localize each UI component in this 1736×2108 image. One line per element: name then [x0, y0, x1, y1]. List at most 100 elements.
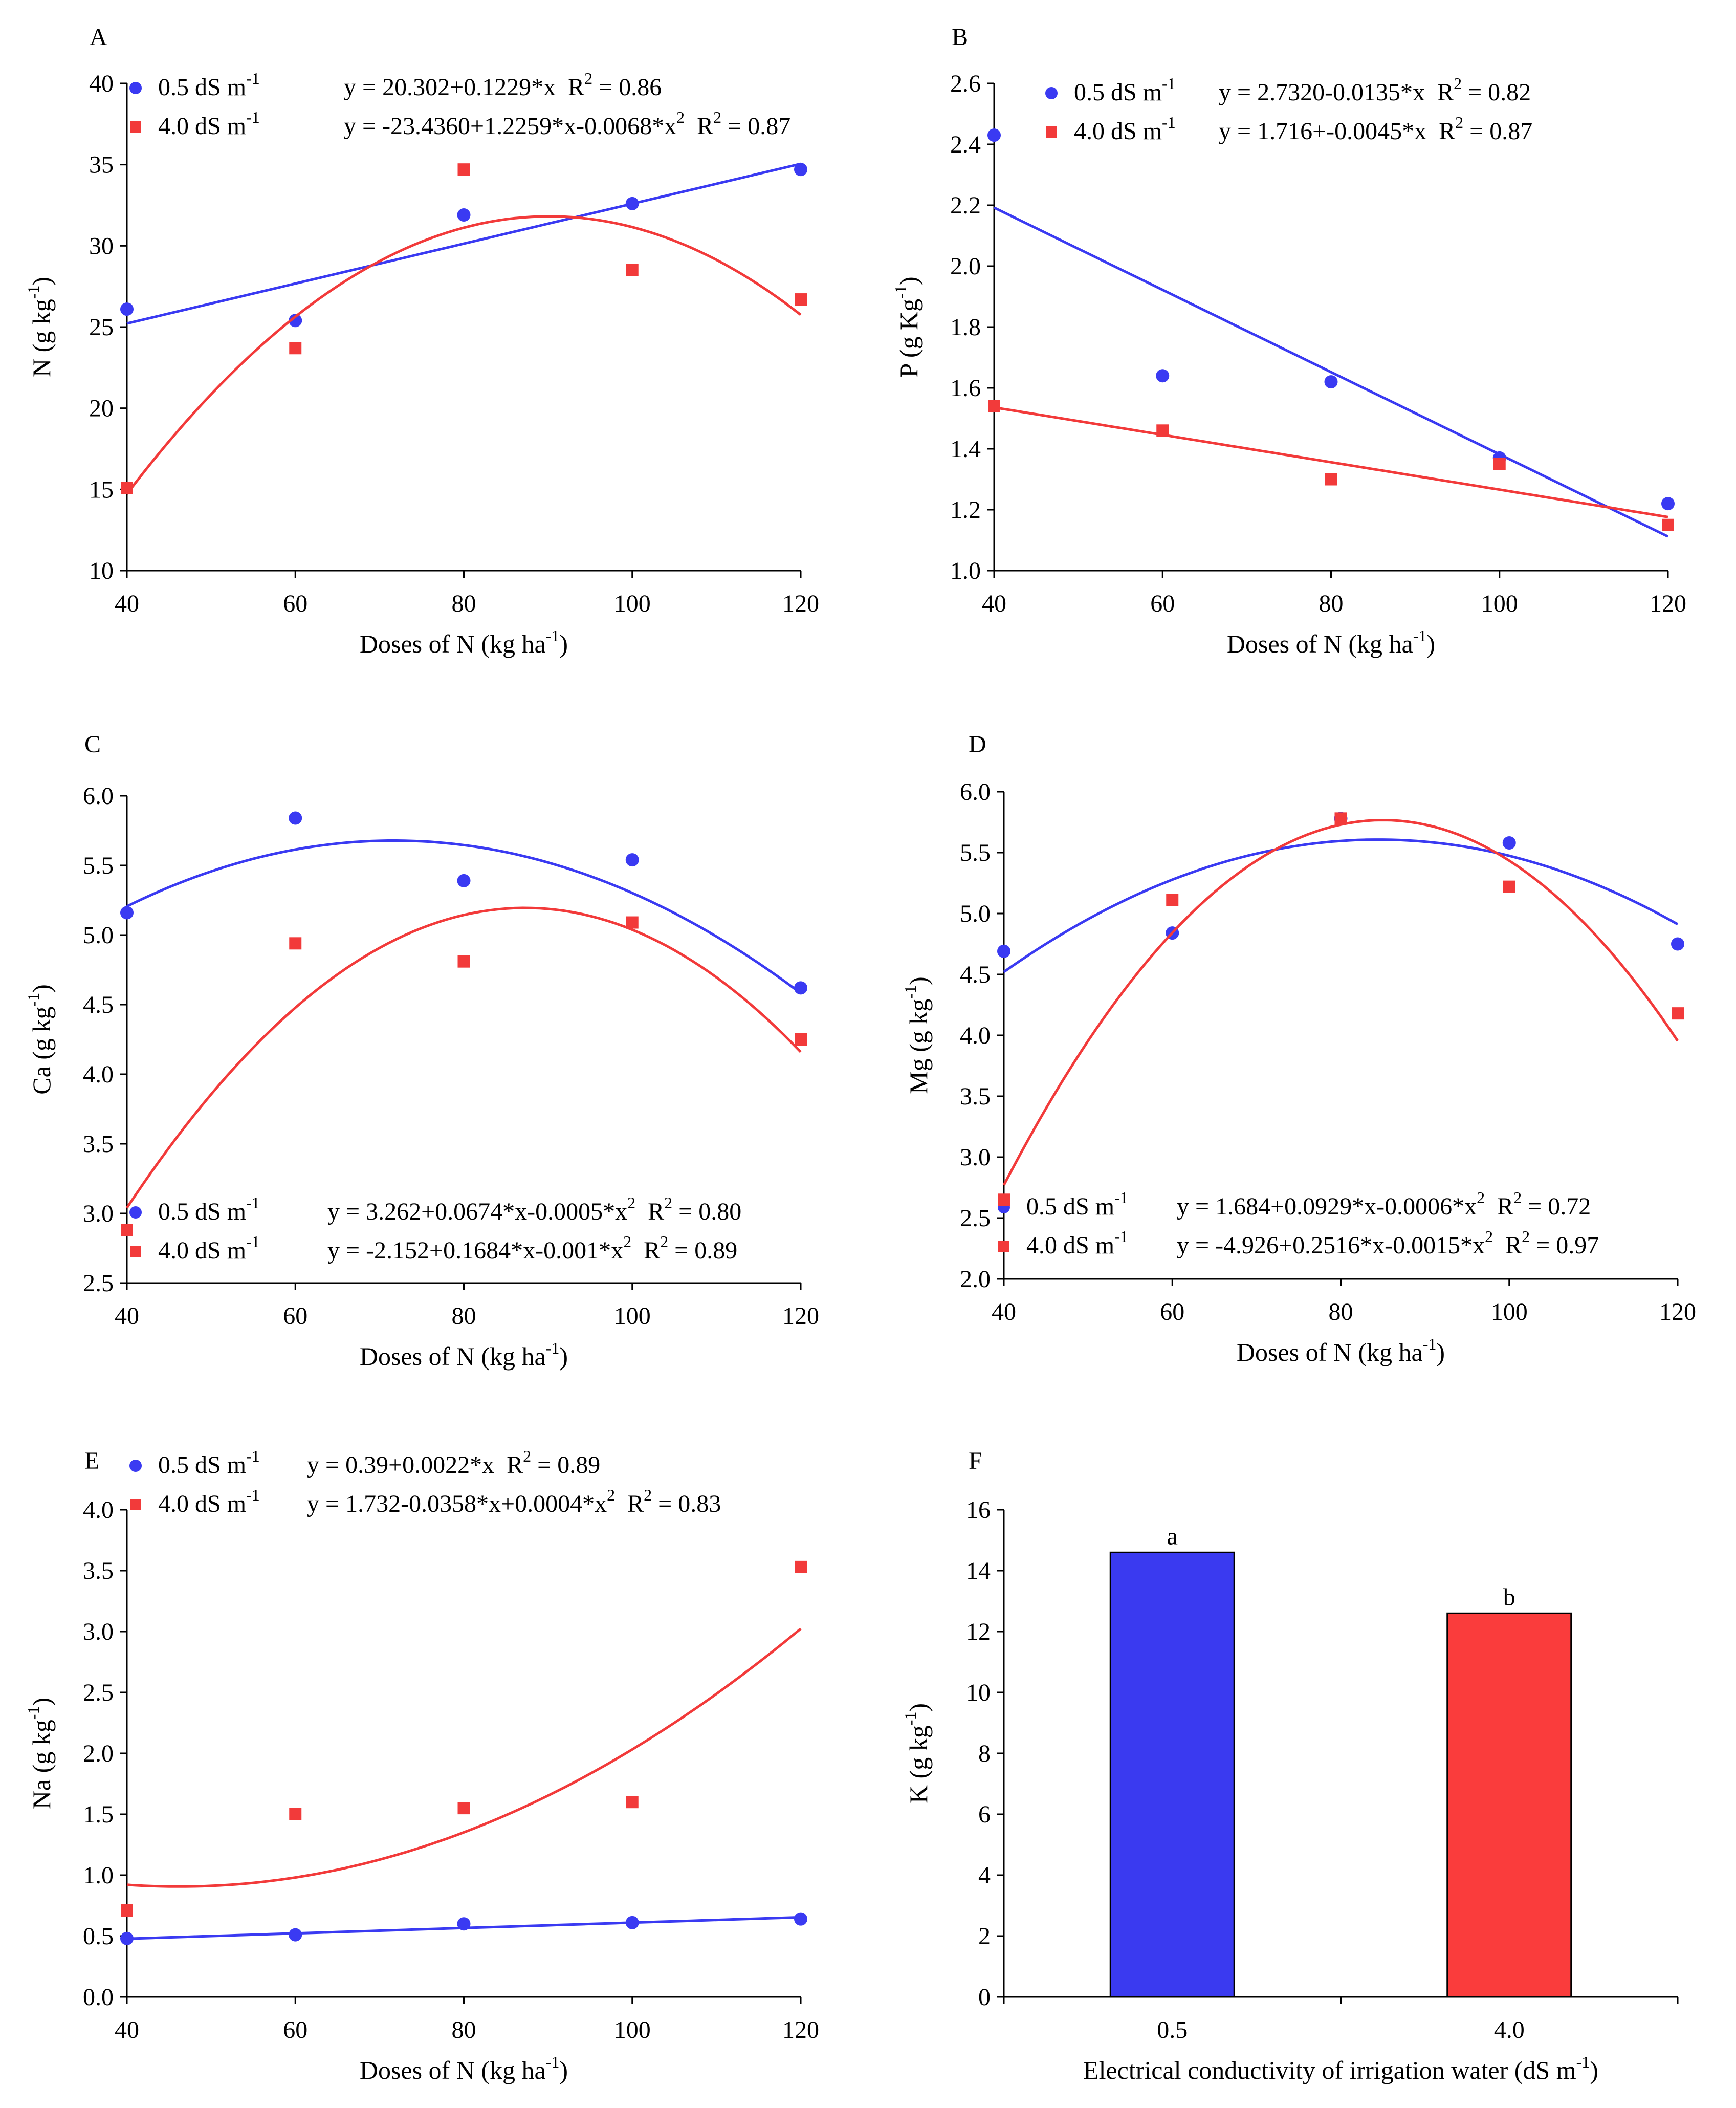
r2-exponent: 2 [1513, 1188, 1522, 1207]
label-part: 0.5 dS m [1026, 1193, 1114, 1220]
label-part: -1 [246, 108, 260, 126]
y-tick-label: 1.0 [83, 1862, 114, 1889]
y-tick-label: 0.0 [83, 1984, 114, 2011]
data-point [1156, 369, 1170, 383]
data-point [794, 163, 807, 177]
bar-letter: a [1167, 1523, 1178, 1550]
r2-value: = 0.72 [1522, 1193, 1591, 1220]
eq-space [685, 113, 697, 140]
label-part: -1 [546, 2053, 560, 2071]
label-part: -1 [24, 1706, 42, 1720]
data-point [794, 1912, 807, 1926]
x-tick-label: 60 [1160, 1298, 1184, 1325]
label-part: -1 [1576, 2053, 1590, 2071]
label-part: y = 0.39+0.0022*x [307, 1451, 494, 1479]
legend-equation: y = 2.7320-0.0135*x R2 = 0.82 [1219, 74, 1531, 106]
data-point [1661, 497, 1675, 511]
label-part: ) [904, 976, 933, 985]
data-point [289, 342, 302, 355]
eq-exponent: 2 [607, 1486, 615, 1504]
legend-marker [129, 82, 142, 94]
y-tick-label: 2.0 [960, 1266, 991, 1293]
label-part: R [568, 74, 584, 101]
label-part: R [627, 1490, 644, 1517]
data-point [625, 1916, 639, 1929]
x-tick-label: 40 [115, 590, 139, 617]
data-point [626, 916, 639, 929]
label-part: R [1437, 79, 1454, 106]
label-part: 4.0 dS m [1026, 1232, 1114, 1259]
r2-exponent: 2 [1454, 74, 1462, 93]
label-part: -1 [24, 993, 42, 1007]
y-tick-label: 14 [966, 1557, 991, 1584]
x-tick-label: 100 [614, 2016, 651, 2044]
label-part: ) [1590, 2056, 1598, 2084]
x-tick-label: 60 [283, 1302, 307, 1330]
panel-label: F [969, 1447, 982, 1474]
y-tick-label: 1.4 [950, 436, 981, 463]
legend-equation: y = 0.39+0.0022*x R2 = 0.89 [307, 1447, 600, 1479]
legend-name: 4.0 dS m-1 [1074, 113, 1176, 145]
y-tick-label: 2.0 [83, 1740, 114, 1767]
y-tick-label: 30 [89, 232, 114, 259]
data-point [1166, 894, 1179, 906]
legend-marker [1046, 126, 1057, 138]
x-tick-label: 0.5 [1157, 2016, 1188, 2044]
data-point [1324, 375, 1338, 389]
label-part: y = -2.152+0.1684*x-0.001*x [327, 1237, 623, 1264]
eq-space [1493, 1232, 1505, 1259]
y-tick-label: 2.6 [950, 70, 981, 97]
x-tick-label: 40 [982, 590, 1006, 617]
data-point [997, 944, 1010, 958]
label-part: Doses of N (kg ha [1237, 1338, 1423, 1366]
label-part: -1 [901, 1712, 919, 1726]
data-point [289, 1808, 302, 1820]
legend-equation: y = 3.262+0.0674*x-0.0005*x2 R2 = 0.80 [327, 1193, 741, 1225]
label-part: 0.5 dS m [158, 1451, 246, 1479]
data-point [1493, 458, 1506, 470]
label-part: R [648, 1198, 664, 1225]
r2-value: = 0.82 [1462, 79, 1531, 106]
y-tick-label: 2.5 [83, 1679, 114, 1706]
legend-marker [130, 1499, 141, 1510]
legend-equation: y = -4.926+0.2516*x-0.0015*x2 R2 = 0.97 [1177, 1227, 1599, 1259]
data-point [121, 1224, 133, 1236]
label-part: R [1505, 1232, 1522, 1259]
legend-marker [130, 1246, 141, 1257]
r2-value: = 0.87 [1463, 118, 1532, 145]
label-part: -1 [246, 1486, 260, 1504]
y-tick-label: 1.6 [950, 375, 981, 402]
bar-letter: b [1503, 1583, 1515, 1611]
legend-name: 0.5 dS m-1 [158, 1447, 260, 1479]
data-point [457, 1802, 470, 1815]
data-point [988, 400, 1000, 412]
y-tick-label: 15 [89, 476, 114, 503]
r2-value: = 0.80 [672, 1198, 741, 1225]
y-tick-label: 6.0 [83, 783, 114, 810]
data-point [457, 1917, 471, 1931]
label-part: ) [27, 277, 56, 286]
r2-value: = 0.87 [721, 113, 790, 140]
data-point [795, 1560, 807, 1573]
fit-line-0 [126, 162, 801, 325]
x-axis-label: Electrical conductivity of irrigation wa… [1083, 2053, 1598, 2084]
y-tick-label: 2 [978, 1923, 991, 1950]
eq-exponent: 2 [623, 1232, 631, 1251]
data-point [998, 1193, 1010, 1206]
y-tick-label: 10 [89, 557, 114, 584]
legend-equation: y = 1.684+0.0929*x-0.0006*x2 R2 = 0.72 [1177, 1188, 1591, 1220]
y-tick-label: 1.0 [950, 557, 981, 584]
r2-exponent: 2 [713, 108, 721, 126]
x-tick-label: 80 [452, 590, 476, 617]
panel-label: E [84, 1447, 99, 1474]
y-tick-label: 5.5 [960, 839, 991, 866]
data-point [289, 937, 302, 950]
label-part: -1 [246, 69, 260, 88]
r2-exponent: 2 [660, 1232, 668, 1251]
label-part: ) [559, 1342, 568, 1371]
label-part: -1 [1423, 1335, 1437, 1353]
x-tick-label: 120 [1650, 590, 1686, 617]
y-axis-label: Na (g kg-1) [24, 1698, 56, 1809]
legend-marker [130, 121, 141, 133]
